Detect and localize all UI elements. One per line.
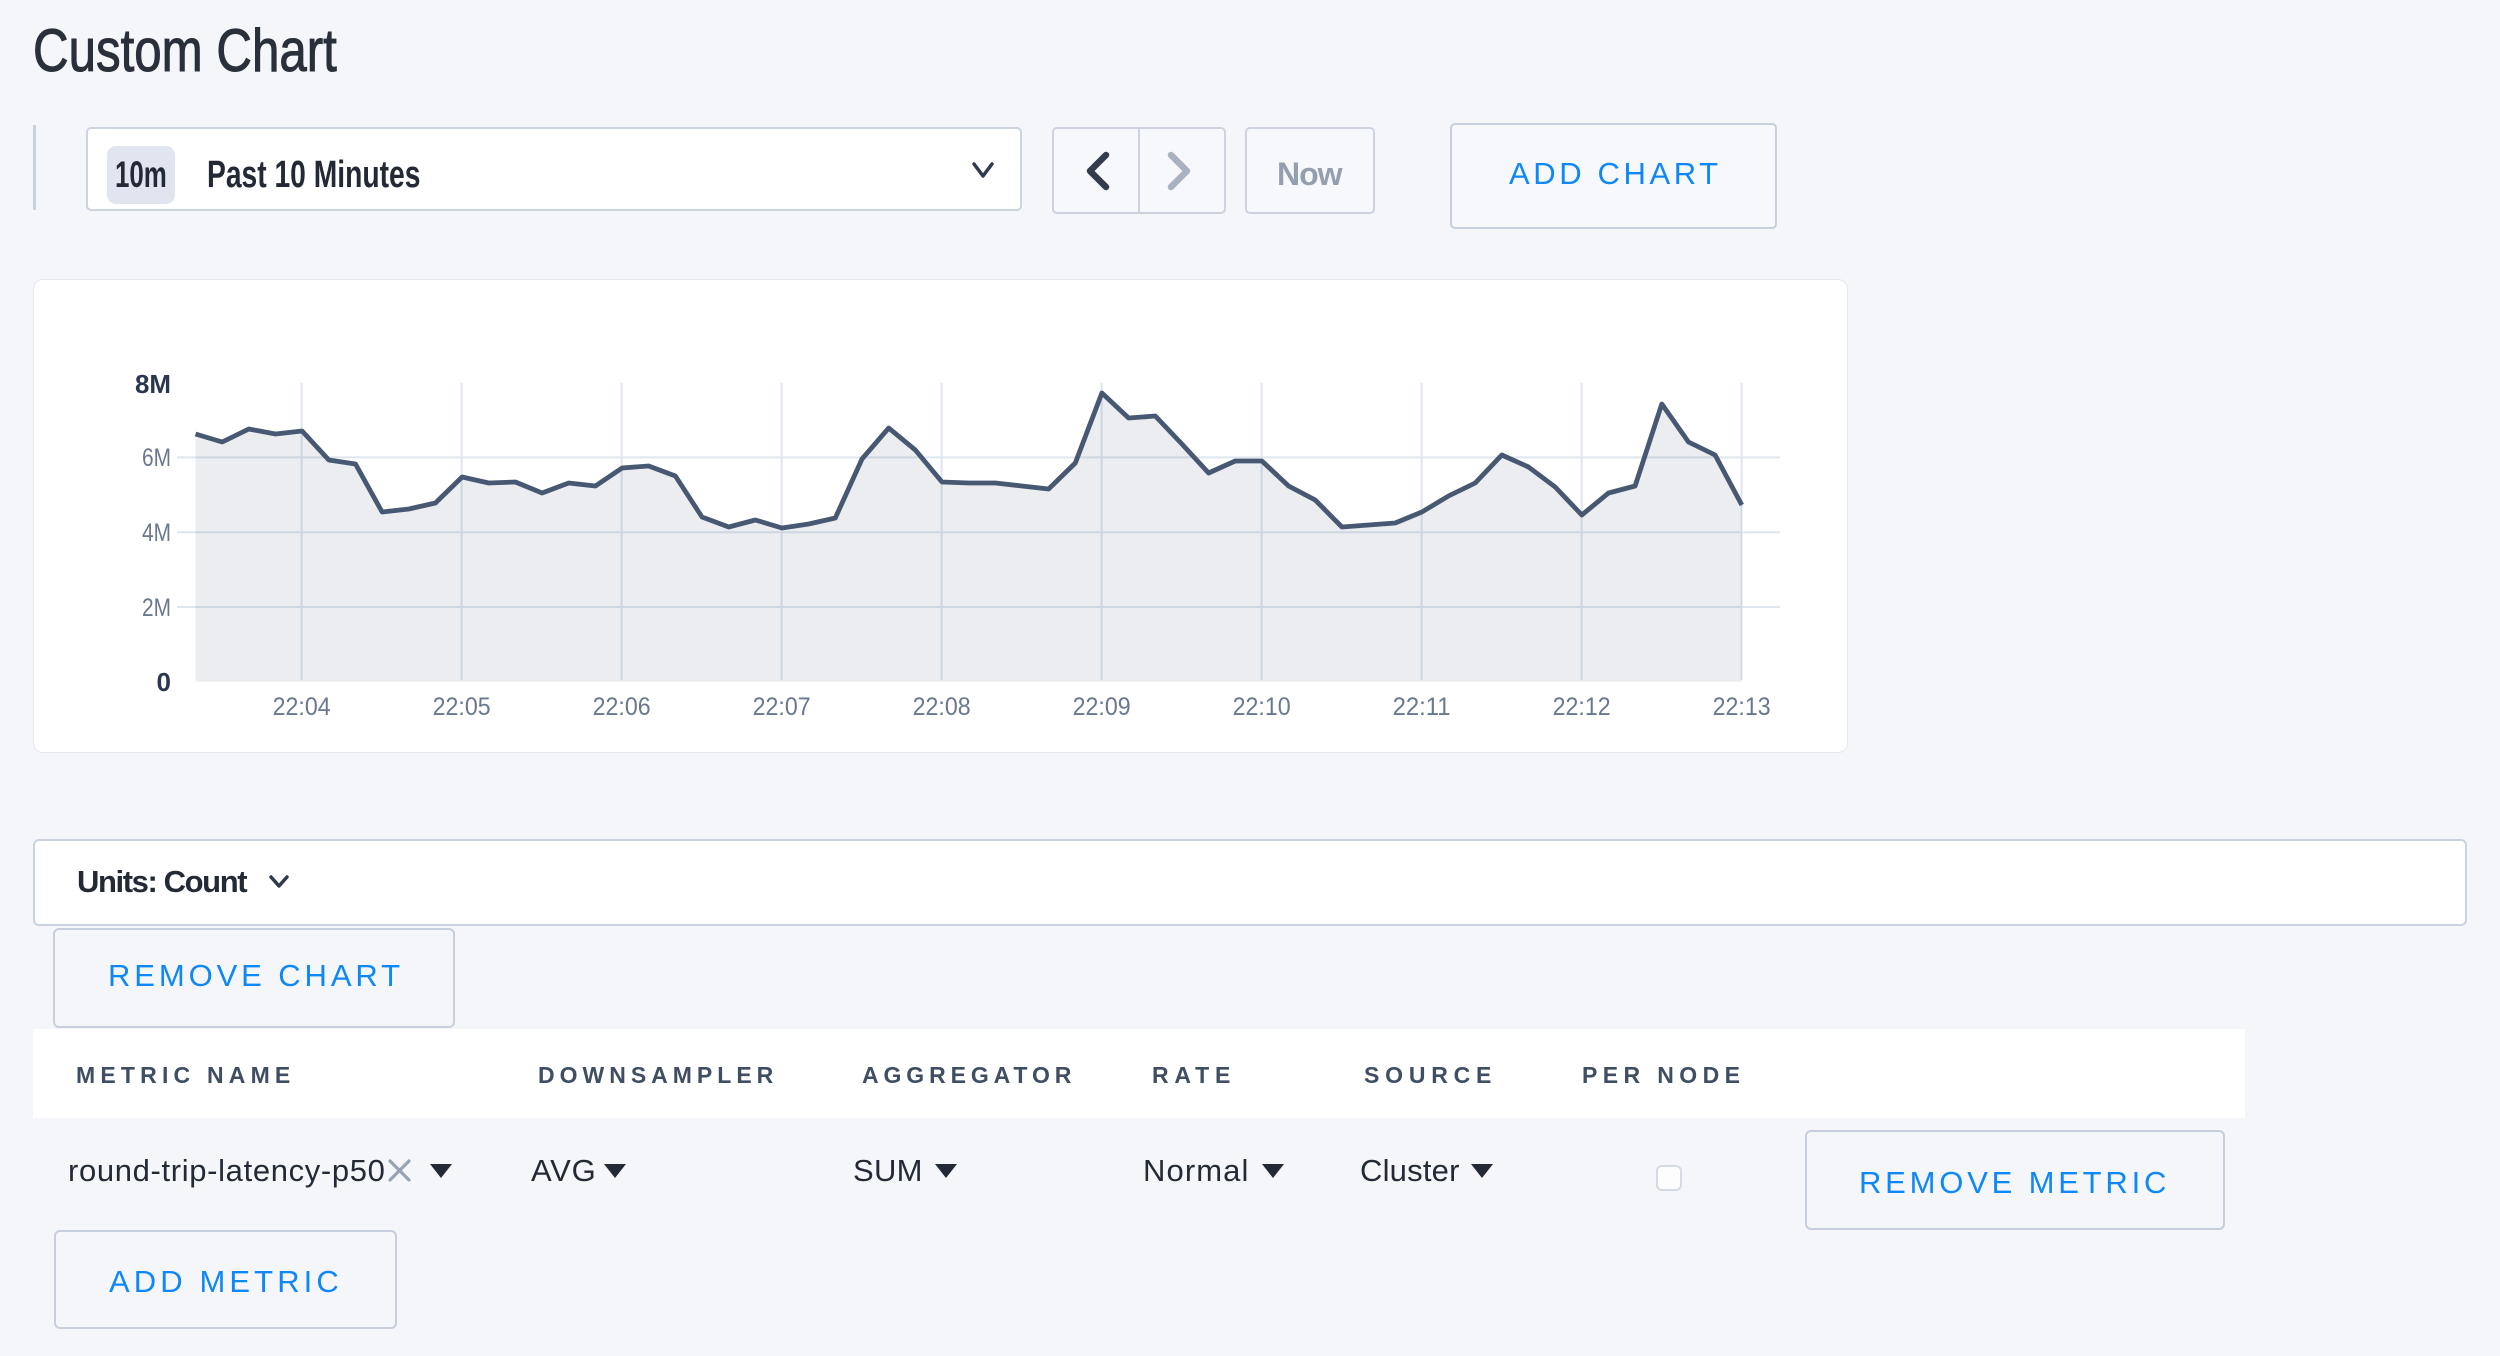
svg-text:22:11: 22:11 <box>1393 693 1451 721</box>
svg-text:4M: 4M <box>142 519 171 547</box>
svg-text:8M: 8M <box>135 369 171 399</box>
svg-text:2M: 2M <box>142 594 171 622</box>
svg-text:22:07: 22:07 <box>753 693 811 721</box>
svg-text:22:08: 22:08 <box>913 693 971 721</box>
svg-text:22:05: 22:05 <box>433 693 491 721</box>
svg-text:0: 0 <box>157 667 171 697</box>
svg-text:6M: 6M <box>142 444 171 472</box>
svg-text:22:04: 22:04 <box>273 693 331 721</box>
svg-text:22:12: 22:12 <box>1553 693 1611 721</box>
svg-text:22:13: 22:13 <box>1713 693 1771 721</box>
svg-text:22:10: 22:10 <box>1233 693 1291 721</box>
svg-text:22:06: 22:06 <box>593 693 651 721</box>
svg-text:22:09: 22:09 <box>1073 693 1131 721</box>
